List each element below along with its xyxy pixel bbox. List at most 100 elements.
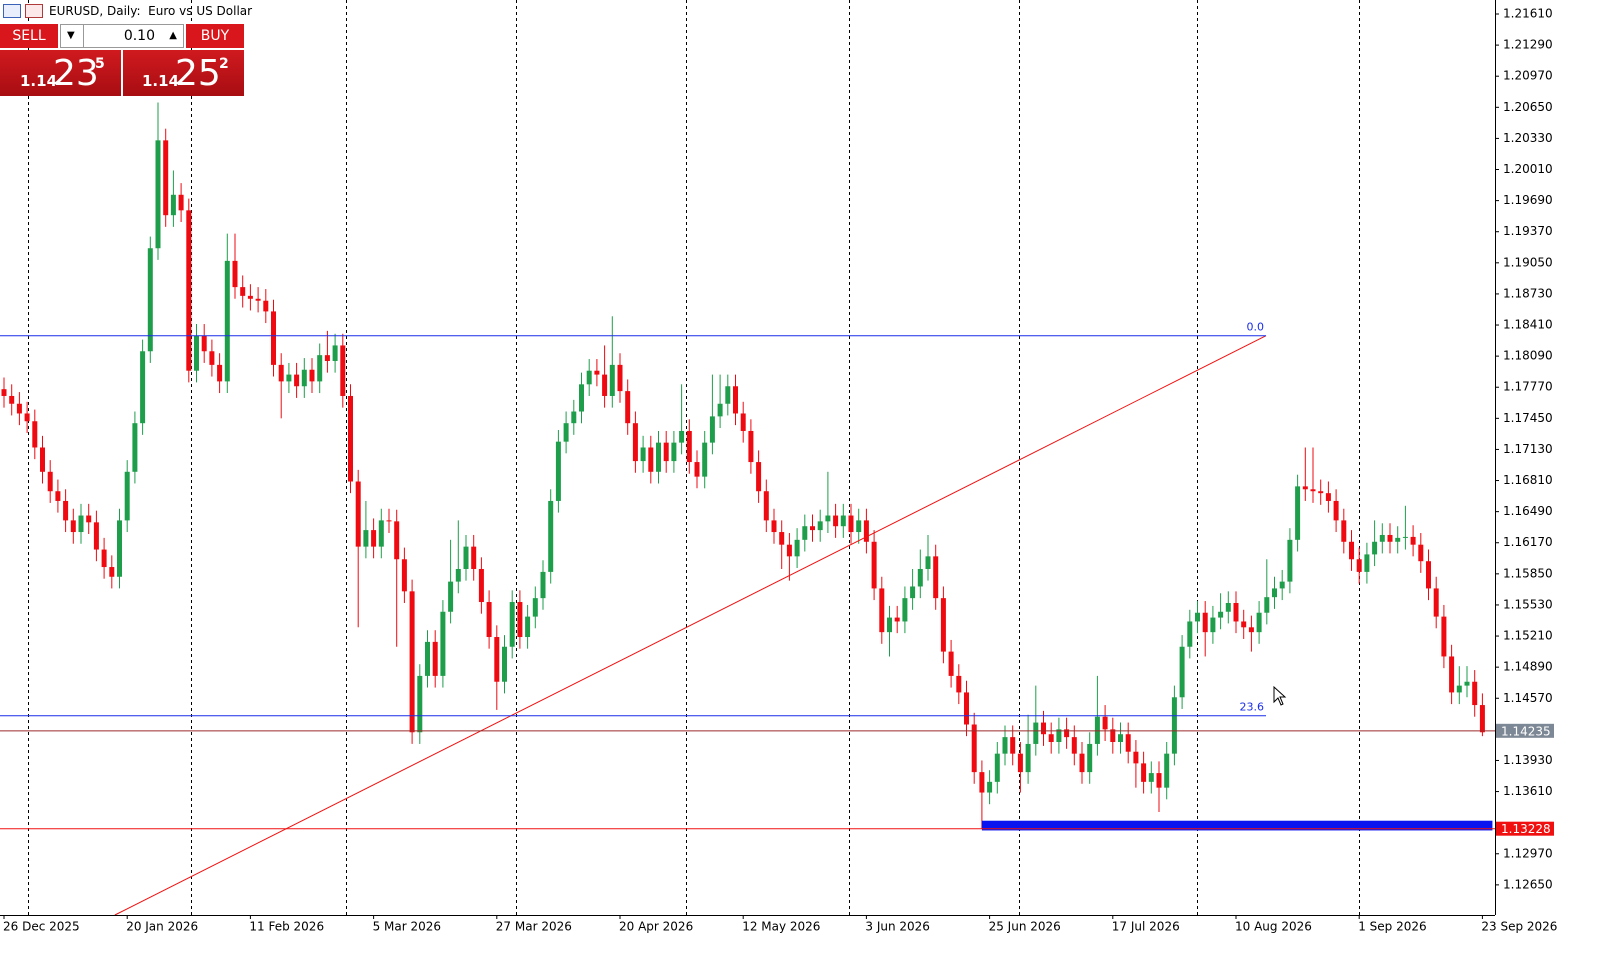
candle-body <box>309 369 315 382</box>
candle-body <box>86 515 92 523</box>
candle-body <box>979 772 985 793</box>
candle-body <box>1 389 7 396</box>
y-tick-label: 1.12970 <box>1503 846 1553 860</box>
big-figure: 1.14 <box>20 72 58 90</box>
candle-body <box>1372 541 1378 555</box>
candle-body <box>725 386 731 404</box>
candle-body <box>671 442 677 462</box>
y-tick-label: 1.17450 <box>1503 411 1553 425</box>
price-label: 1.13228 <box>1501 822 1551 836</box>
candle-body <box>1171 697 1177 754</box>
candle-body <box>324 355 330 361</box>
x-tick-label: 26 Dec 2025 <box>3 920 80 934</box>
lot-up[interactable]: ▲ <box>169 30 177 41</box>
candle-body <box>648 447 654 472</box>
candle-body <box>1110 729 1116 742</box>
point: 5 <box>95 56 105 72</box>
candle-body <box>217 364 223 382</box>
icon <box>25 4 43 18</box>
candle-body <box>340 345 346 396</box>
candle-body <box>432 641 438 676</box>
lot-down[interactable]: ▼ <box>67 30 75 41</box>
candle-body <box>348 395 353 482</box>
y-tick-label: 1.18090 <box>1503 349 1553 363</box>
fibo-label: 23.6 <box>1240 701 1265 714</box>
sell-price[interactable]: 1.14 23 5 <box>0 50 121 96</box>
one-click-trading: SELL ▼ 0.10 ▲ BUY 1.14 23 5 1.14 25 2 <box>0 24 244 96</box>
y-tick-label: 1.21610 <box>1503 6 1553 20</box>
chart-layer: 0.0 23.6 <box>0 102 1495 916</box>
candle-body <box>540 571 546 599</box>
candle-body <box>640 447 646 462</box>
candle-body <box>879 588 885 633</box>
candle-body <box>802 526 808 540</box>
candle-body <box>1333 500 1339 521</box>
candle-body <box>848 515 854 533</box>
candle-body <box>786 544 792 557</box>
candle-body <box>517 602 523 638</box>
candle-body <box>617 364 623 392</box>
x-tick-label: 3 Jun 2026 <box>865 920 930 934</box>
candle-body <box>271 311 276 365</box>
candle-body <box>1433 588 1439 617</box>
candle-body <box>1218 611 1224 618</box>
y-tick-label: 1.18410 <box>1503 318 1553 332</box>
price-label: 1.14235 <box>1501 724 1551 738</box>
candle-body <box>956 675 962 693</box>
candle-body <box>1272 588 1277 598</box>
price-label-bg <box>1496 821 1554 836</box>
buy-price[interactable]: 1.14 25 2 <box>123 50 244 96</box>
x-tick-label: 1 Sep 2026 <box>1358 920 1426 934</box>
lot-input[interactable]: ▼ 0.10 ▲ <box>60 24 184 48</box>
candle-body <box>132 423 138 472</box>
sell-button[interactable]: SELL <box>0 24 58 48</box>
candle-body <box>417 675 423 733</box>
candle-body <box>1248 627 1254 633</box>
candle-body <box>1395 537 1401 542</box>
candle-body <box>1179 646 1185 698</box>
y-tick-label: 1.12650 <box>1503 877 1553 891</box>
candle-body <box>16 403 22 414</box>
lot-value[interactable]: 0.10 <box>123 28 155 44</box>
candle-body <box>817 521 823 531</box>
candle-body <box>1156 773 1162 788</box>
x-tick-label: 10 Aug 2026 <box>1235 920 1312 934</box>
candle-body <box>24 413 30 422</box>
y-tick-label: 1.14890 <box>1503 660 1553 674</box>
candle-body <box>255 298 261 301</box>
candle-body <box>586 370 592 385</box>
chart-header: EURUSD, Daily: Euro vs US Dollar <box>0 0 252 22</box>
y-tick-label: 1.18730 <box>1503 286 1553 300</box>
candle-body <box>1041 722 1046 735</box>
candle-body <box>409 591 415 733</box>
candle-body <box>294 374 300 387</box>
candle-body <box>656 442 661 472</box>
y-tick-label: 1.21290 <box>1503 38 1553 52</box>
candle-body <box>694 462 700 477</box>
plot-area <box>0 0 1495 915</box>
candle-body <box>733 386 738 414</box>
candle-body <box>833 515 839 527</box>
candle-body <box>278 364 284 382</box>
y-tick-label: 1.15210 <box>1503 629 1553 643</box>
candle-body <box>55 491 61 501</box>
candle-body <box>363 530 369 547</box>
buy-button[interactable]: BUY <box>186 24 244 48</box>
candle-body <box>1010 737 1016 754</box>
candle-body <box>186 210 192 371</box>
icon <box>3 4 21 18</box>
candle-body <box>1364 554 1370 572</box>
candle-body <box>232 260 238 288</box>
y-tick-label: 1.14570 <box>1503 691 1553 705</box>
candle-body <box>825 515 831 522</box>
candle-body <box>1033 722 1039 744</box>
y-tick-label: 1.13930 <box>1503 753 1553 767</box>
candle-body <box>1279 581 1285 589</box>
candle-body <box>1472 681 1478 706</box>
candle-body <box>1287 539 1293 582</box>
candle-body <box>1202 612 1208 633</box>
candle-body <box>425 641 430 676</box>
y-tick-label: 1.19690 <box>1503 193 1553 207</box>
y-tick-label: 1.16170 <box>1503 535 1553 549</box>
candle-body <box>201 335 207 352</box>
